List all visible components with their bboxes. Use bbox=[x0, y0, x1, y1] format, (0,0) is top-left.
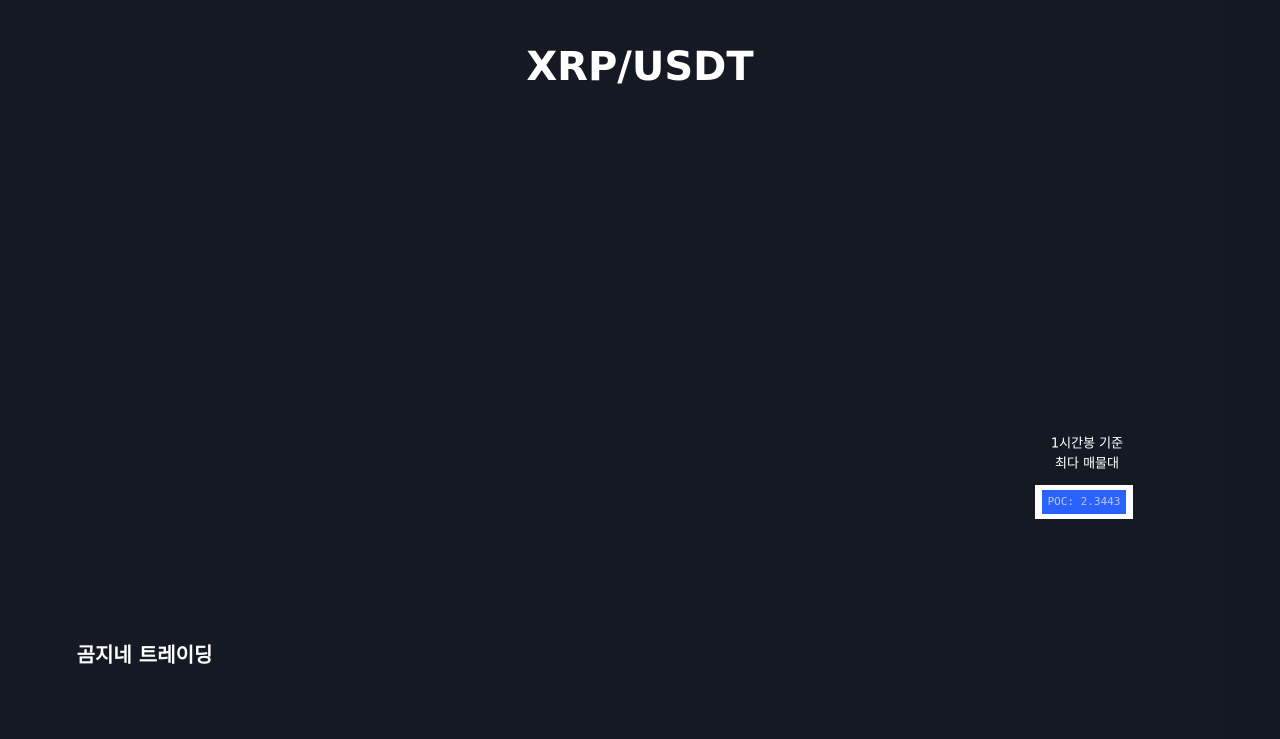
watermark: 곰지네 트레이딩 bbox=[77, 643, 213, 667]
chart-title: XRP/USDT bbox=[526, 44, 754, 90]
annotation: 최다 매물대 bbox=[1055, 457, 1119, 472]
annotation: 1시간봉 기준 bbox=[1051, 437, 1123, 452]
poc-box-inner bbox=[1042, 490, 1126, 514]
price-axis bbox=[1225, 0, 1280, 739]
poc-label: POC: 2.3443 bbox=[1048, 495, 1121, 508]
